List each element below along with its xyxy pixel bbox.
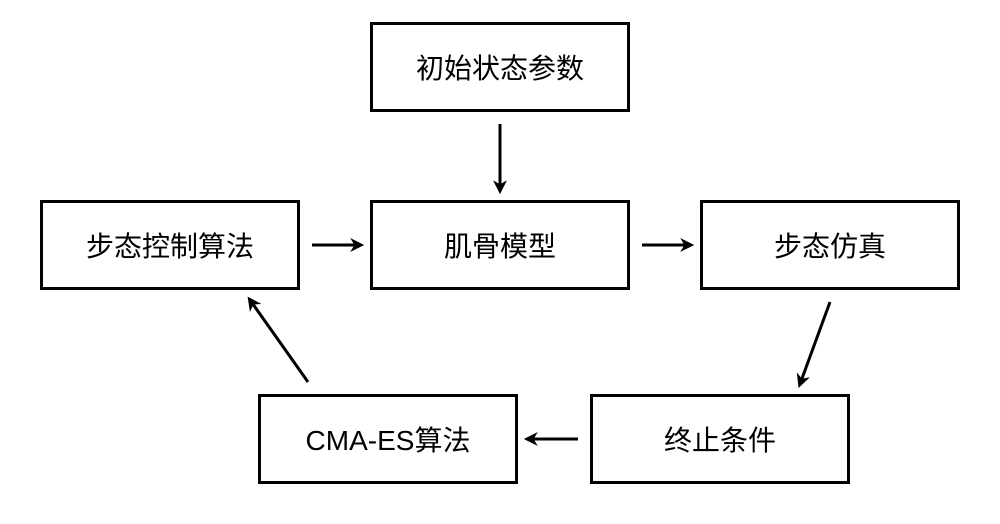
- edge-arrow: [250, 300, 308, 382]
- node-label: 肌骨模型: [444, 225, 556, 265]
- node-gait-sim: 步态仿真: [700, 200, 960, 290]
- node-label: 步态控制算法: [86, 225, 254, 265]
- node-label: 终止条件: [664, 419, 776, 459]
- node-label: 初始状态参数: [416, 47, 584, 87]
- node-label: 步态仿真: [774, 225, 886, 265]
- node-gait-control: 步态控制算法: [40, 200, 300, 290]
- node-cma-es: CMA-ES算法: [258, 394, 518, 484]
- node-termination: 终止条件: [590, 394, 850, 484]
- flowchart-canvas: 初始状态参数 步态控制算法 肌骨模型 步态仿真 CMA-ES算法 终止条件: [0, 0, 1000, 524]
- node-musculoskeletal: 肌骨模型: [370, 200, 630, 290]
- node-label: CMA-ES算法: [306, 419, 471, 459]
- node-initial-state: 初始状态参数: [370, 22, 630, 112]
- edge-arrow: [800, 302, 830, 384]
